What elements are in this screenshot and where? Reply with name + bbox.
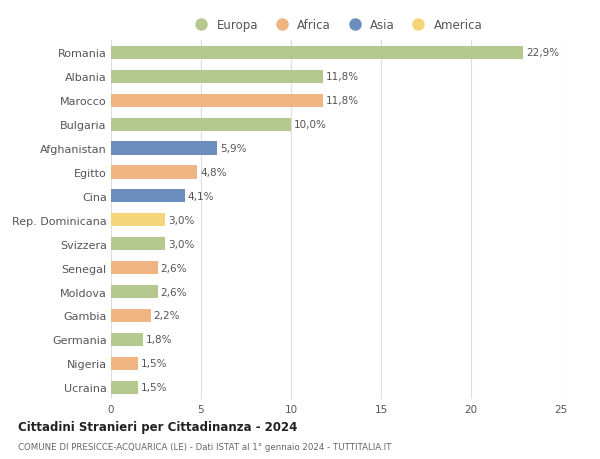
Text: 11,8%: 11,8% bbox=[326, 72, 359, 82]
Text: 5,9%: 5,9% bbox=[220, 144, 247, 154]
Text: Cittadini Stranieri per Cittadinanza - 2024: Cittadini Stranieri per Cittadinanza - 2… bbox=[18, 420, 298, 433]
Bar bbox=[111, 238, 165, 251]
Text: 2,6%: 2,6% bbox=[161, 263, 187, 273]
Bar bbox=[111, 285, 158, 298]
Legend: Europa, Africa, Asia, America: Europa, Africa, Asia, America bbox=[190, 19, 482, 32]
Text: 22,9%: 22,9% bbox=[526, 48, 559, 58]
Bar bbox=[111, 357, 138, 370]
Text: 10,0%: 10,0% bbox=[294, 120, 326, 130]
Text: 11,8%: 11,8% bbox=[326, 96, 359, 106]
Text: COMUNE DI PRESICCE-ACQUARICA (LE) - Dati ISTAT al 1° gennaio 2024 - TUTTITALIA.I: COMUNE DI PRESICCE-ACQUARICA (LE) - Dati… bbox=[18, 442, 391, 451]
Text: 1,5%: 1,5% bbox=[140, 382, 167, 392]
Text: 2,2%: 2,2% bbox=[154, 311, 180, 321]
Bar bbox=[111, 118, 291, 131]
Bar bbox=[111, 166, 197, 179]
Bar bbox=[111, 142, 217, 155]
Bar bbox=[111, 333, 143, 346]
Bar bbox=[111, 190, 185, 203]
Bar bbox=[111, 381, 138, 394]
Bar bbox=[111, 309, 151, 322]
Text: 3,0%: 3,0% bbox=[168, 239, 194, 249]
Text: 2,6%: 2,6% bbox=[161, 287, 187, 297]
Text: 4,1%: 4,1% bbox=[187, 191, 214, 202]
Bar bbox=[111, 214, 165, 227]
Bar bbox=[111, 47, 523, 60]
Text: 1,5%: 1,5% bbox=[140, 358, 167, 369]
Text: 3,0%: 3,0% bbox=[168, 215, 194, 225]
Bar bbox=[111, 95, 323, 107]
Bar bbox=[111, 262, 158, 274]
Text: 1,8%: 1,8% bbox=[146, 335, 173, 345]
Bar bbox=[111, 71, 323, 84]
Text: 4,8%: 4,8% bbox=[200, 168, 227, 178]
